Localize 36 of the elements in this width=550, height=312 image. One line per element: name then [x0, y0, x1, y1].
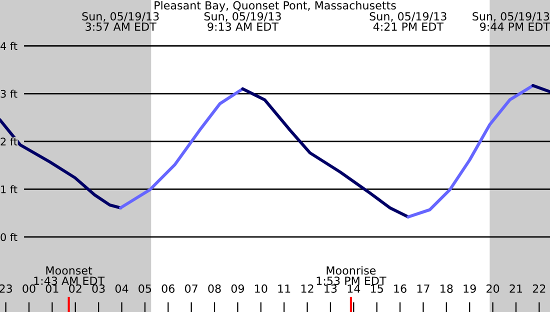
- x-tick-label: 17: [417, 284, 430, 293]
- x-tick-label: 20: [486, 284, 500, 293]
- annotation: Sun, 05/19/13 9:44 PM EDT: [472, 12, 550, 31]
- x-tick-label: 22: [532, 284, 546, 293]
- x-tick-label: 13: [324, 284, 337, 293]
- y-tick-label: 2 ft: [0, 137, 18, 146]
- x-tick-label: 08: [208, 284, 221, 293]
- x-tick-label: 05: [138, 284, 152, 293]
- x-tick-label: 19: [464, 284, 476, 293]
- x-tick-label: 06: [162, 284, 174, 293]
- x-tick-label: 23: [0, 284, 12, 293]
- ref-line-label: Moonrise 1:53 PM EDT: [316, 266, 386, 285]
- x-tick-label: 12: [301, 284, 314, 293]
- x-tick-label: 21: [510, 284, 522, 293]
- annotation: Sun, 05/19/13 3:57 AM EDT: [82, 12, 159, 31]
- x-tick-label: 03: [92, 284, 105, 293]
- x-tick-label: 10: [255, 284, 268, 293]
- x-tick-label: 01: [46, 284, 58, 293]
- ref-line-label: Moonset 1:43 AM EDT: [34, 266, 105, 285]
- annotation: Sun, 05/19/13 9:13 AM EDT: [204, 12, 281, 31]
- y-tick-label: 1 ft: [1, 185, 18, 194]
- x-tick-label: 02: [69, 284, 82, 293]
- x-tick-label: 07: [184, 284, 198, 293]
- x-tick-label: 14: [348, 284, 360, 293]
- x-tick-label: 15: [370, 284, 383, 293]
- x-tick-label: 11: [278, 284, 290, 293]
- y-tick-label: 3 ft: [0, 90, 18, 98]
- x-tick-label: 09: [231, 284, 244, 293]
- x-tick-label: 04: [115, 284, 128, 293]
- chart-title: Pleasant Bay, Quonset Pont, Massachusetts: [154, 0, 396, 12]
- x-tick-label: 18: [440, 284, 453, 293]
- y-tick-label: 4 ft: [0, 42, 18, 50]
- annotation: Sun, 05/19/13 4:21 PM EDT: [370, 12, 446, 31]
- y-tick-label: 0 ft: [0, 233, 18, 242]
- x-tick-label: 16: [394, 284, 406, 293]
- x-tick-label: 00: [22, 284, 36, 293]
